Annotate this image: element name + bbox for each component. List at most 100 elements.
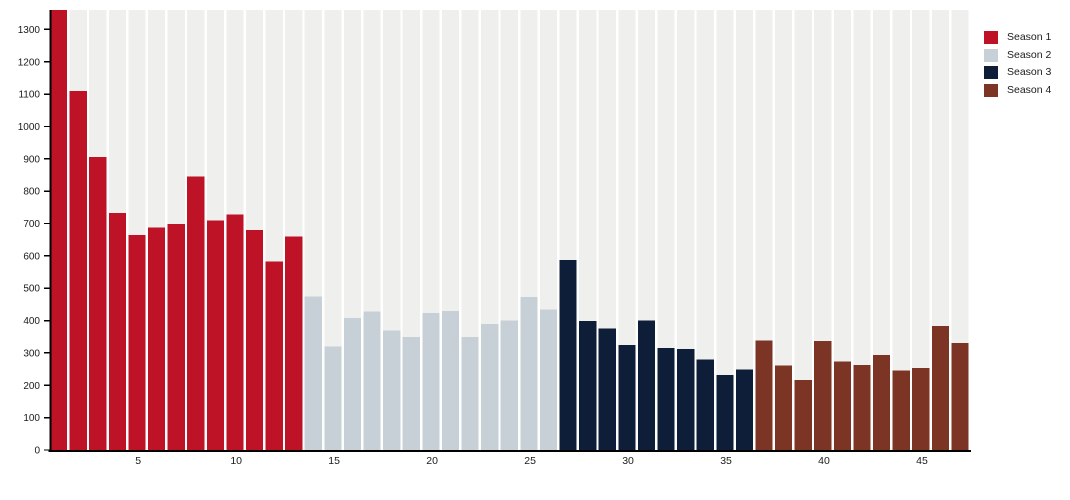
background-band [735,10,754,450]
bar-season2-episode15 [324,346,342,450]
y-tick-label: 200 [23,381,40,392]
background-band [775,10,793,450]
bar-season2-episode24 [500,320,518,450]
background-band [873,10,891,450]
bar-season3-episode33 [677,349,695,450]
chart-legend: Season 1 Season 2 Season 3 Season 4 [984,31,1051,97]
background-band [696,10,714,450]
y-tick-label: 1200 [18,57,41,68]
legend-swatch-icon [984,48,998,62]
bar-season3-episode34 [696,359,714,450]
bar-season4-episode47 [951,342,969,450]
background-band [912,10,930,450]
background-band [657,10,675,450]
bar-season1-episode9 [206,220,224,450]
x-tick-label: 35 [720,455,732,467]
y-tick-label: 900 [23,154,40,165]
bar-season2-episode20 [422,312,440,450]
legend-swatch-icon [984,66,998,79]
legend-item-season-2: Season 2 [984,48,1052,62]
background-band [892,10,910,450]
bar-season1-episode5 [128,235,146,450]
y-tick-label: 600 [23,251,40,262]
bar-season4-episode41 [833,361,852,450]
bar-season2-episode14 [304,296,322,450]
background-band [618,10,636,450]
bar-season1-episode11 [245,230,264,450]
bar-season1-episode8 [187,176,205,451]
bar-season1-episode13 [285,236,303,450]
y-tick-label: 100 [23,413,40,424]
background-band [677,10,695,450]
y-tick-label: 700 [23,219,40,230]
legend-label: Season 3 [1007,66,1052,78]
background-band [814,10,832,450]
x-tick-label: 25 [524,455,536,467]
bar-season2-episode21 [441,311,460,450]
bar-season3-episode35 [716,374,734,450]
bar-season3-episode30 [618,345,636,450]
bar-season2-episode17 [363,311,381,450]
bar-season2-episode23 [481,323,499,450]
bar-season1-episode7 [167,224,185,450]
bar-season2-episode22 [461,337,479,450]
bar-season3-episode36 [735,369,754,450]
bar-season3-episode29 [598,328,616,450]
legend-swatch-icon [984,31,998,44]
background-band [951,10,969,450]
legend-item-season-3: Season 3 [984,66,1051,79]
background-band [794,10,812,450]
bar-season4-episode39 [794,380,812,450]
background-band [853,10,871,450]
x-tick-label: 5 [135,455,141,467]
background-band [833,10,852,450]
bar-season4-episode42 [853,364,871,450]
y-tick-label: 1300 [18,25,41,36]
x-tick-label: 40 [818,455,830,467]
bar-season4-episode37 [755,340,773,450]
bar-season1-episode12 [265,261,283,450]
background-band [324,10,342,450]
bar-season2-episode19 [402,337,420,450]
bar-season2-episode18 [383,330,401,450]
y-tick-label: 1100 [18,90,40,101]
y-tick-label: 500 [23,284,40,295]
bar-season3-episode32 [657,347,675,450]
x-tick-label: 20 [426,455,438,467]
x-tick-label: 15 [328,455,340,467]
x-tick-label: 10 [230,455,242,467]
background-band [716,10,734,450]
bar-season4-episode44 [892,370,910,450]
bar-season1-episode1 [50,10,68,450]
bar-season1-episode3 [89,157,107,450]
bar-season1-episode4 [108,213,126,450]
bar-season2-episode16 [343,318,362,450]
legend-label: Season 4 [1007,83,1052,96]
bar-season1-episode10 [226,214,244,450]
bar-season4-episode40 [814,340,832,450]
bar-season1-episode2 [69,90,87,450]
legend-label: Season 2 [1007,48,1052,61]
bar-season4-episode46 [931,326,950,450]
y-tick-label: 300 [23,348,40,359]
bar-season2-episode25 [520,296,538,450]
legend-item-season-1: Season 1 [984,31,1051,44]
bar-season4-episode38 [775,365,793,450]
legend-label: Season 1 [1007,31,1052,43]
bar-season2-episode26 [539,309,558,450]
bar-season3-episode28 [579,320,597,450]
y-tick-label: 400 [23,316,40,327]
y-tick-label: 0 [34,446,40,457]
bar-season4-episode43 [873,354,891,450]
bar-season3-episode27 [559,260,577,450]
legend-swatch-icon [984,83,998,97]
x-tick-label: 30 [622,455,634,467]
bar-season1-episode6 [147,227,166,450]
background-band [755,10,773,450]
y-tick-label: 800 [23,187,40,198]
y-tick-label: 1000 [18,122,41,133]
bar-season4-episode45 [912,368,930,450]
x-tick-label: 45 [916,455,928,467]
